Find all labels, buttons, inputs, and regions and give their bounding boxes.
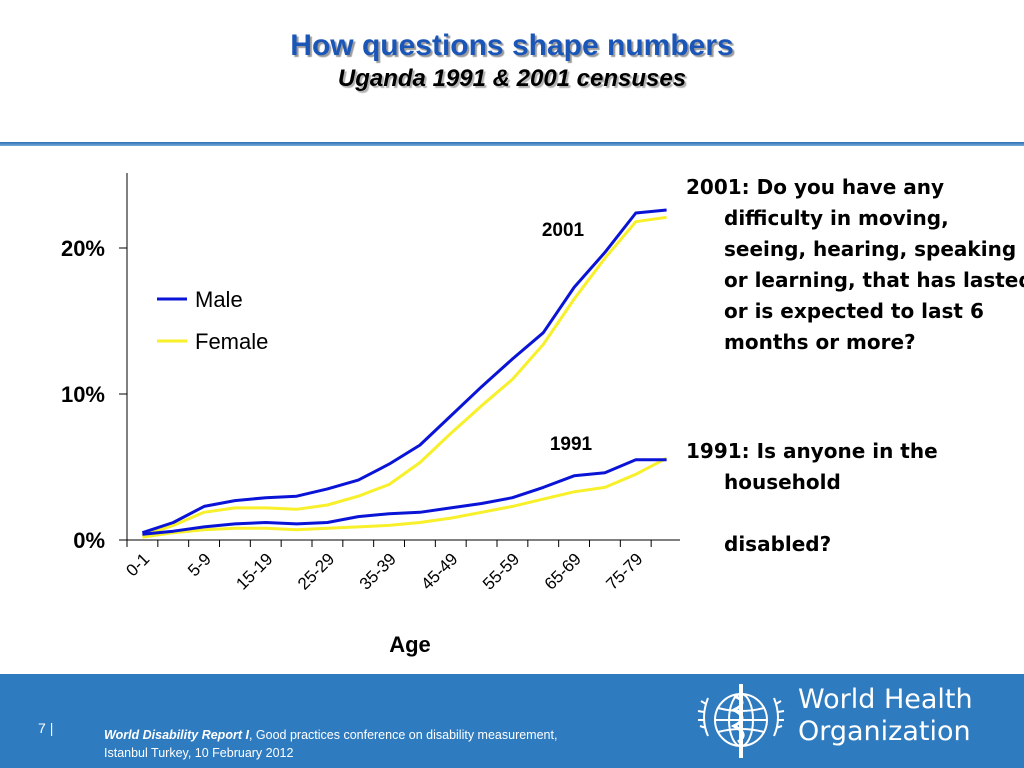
x-tick-label: 55-59: [479, 549, 523, 593]
question-1991-text-end: disabled?: [724, 532, 832, 556]
question-1991-year: 1991:: [686, 439, 750, 463]
series-line-male-1991: [142, 458, 667, 536]
question-1991-text: Is anyone in the household: [724, 439, 938, 494]
who-wordmark-line2: Organization: [798, 716, 971, 747]
report-name: World Disability Report: [104, 728, 242, 742]
slide-footer: [0, 674, 1024, 768]
who-wordmark-line1: World Health: [798, 684, 973, 715]
title-divider: [0, 142, 1024, 146]
x-axis-label: Age: [389, 632, 431, 657]
disability-prevalence-chart: 0% 10% 20% 0-1 5-9 15-19 25-29 35-39 45-49 55-59 6…: [61, 173, 680, 657]
slide-title: How questions shape numbers: [290, 29, 734, 62]
chart-labels: 0% 10% 20% 0-1 5-9 15-19 25-29 35-39 45-49 55-59 6…: [61, 220, 647, 657]
report-separator: I: [245, 728, 249, 742]
series-line-female-1991: [142, 456, 668, 539]
question-2001-year: 2001:: [686, 175, 750, 199]
x-tick-label: 35-39: [356, 549, 400, 593]
who-emblem-icon: [697, 684, 785, 758]
question-1991: 1991: Is anyone in the household disable…: [686, 436, 1024, 560]
slide-header: How questions shape numbers Uganda 1991 …: [0, 28, 1024, 94]
question-2001-text: Do you have any difficulty in moving, se…: [724, 175, 1024, 354]
series-line-female-2001: [141, 215, 667, 538]
y-tick-label: 0%: [73, 528, 105, 553]
annotation-1991: 1991: [550, 434, 593, 455]
page-number-separator: |: [49, 720, 54, 736]
x-tick-label: 5-9: [184, 549, 215, 580]
x-tick-label: 75-79: [602, 549, 646, 593]
y-tick-label: 10%: [61, 382, 105, 407]
x-tick-label: 65-69: [541, 549, 585, 593]
annotation-2001: 2001: [542, 220, 585, 241]
question-2001: 2001: Do you have any difficulty in movi…: [686, 172, 1024, 358]
x-tick-label: 0-1: [122, 549, 153, 580]
page-number-value: 7: [38, 720, 46, 736]
who-wordmark: World Health Organization: [798, 684, 973, 748]
x-tick-label: 15-19: [232, 549, 276, 593]
series-line-male-2001: [141, 208, 667, 535]
page-number: 7 |: [38, 720, 53, 736]
x-tick-label: 45-49: [417, 549, 461, 593]
y-tick-label: 20%: [61, 236, 105, 261]
footer-citation: World Disability Report I, Good practice…: [104, 726, 574, 762]
chart-axes: [119, 173, 680, 547]
x-tick-label: 25-29: [294, 549, 338, 593]
legend-label-female: Female: [195, 329, 268, 354]
slide-subtitle: Uganda 1991 & 2001 censuses: [337, 65, 687, 92]
legend-label-male: Male: [195, 287, 243, 312]
chart-series: [141, 208, 668, 539]
footer-description: , Good practices conference on disabilit…: [104, 728, 558, 760]
